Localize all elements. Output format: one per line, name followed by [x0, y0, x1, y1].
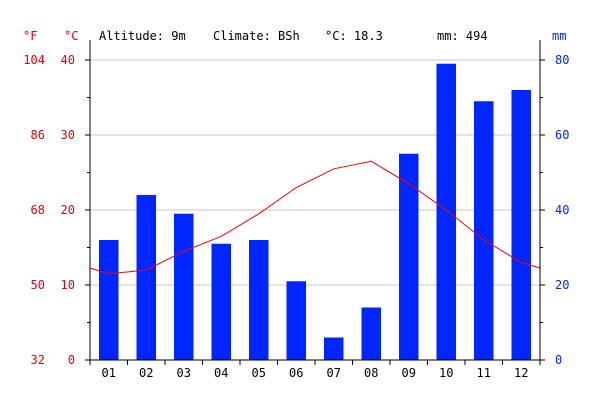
mm-axis-label: mm	[552, 29, 566, 43]
mm-tick-label: 40	[555, 203, 569, 217]
month-label: 06	[289, 366, 303, 380]
precip-bar	[361, 307, 381, 360]
month-label: 10	[439, 366, 453, 380]
month-label: 05	[252, 366, 266, 380]
month-label: 07	[327, 366, 341, 380]
month-label: 01	[102, 366, 116, 380]
month-label: 09	[402, 366, 416, 380]
precip-bar	[174, 213, 194, 360]
precip-bar	[286, 281, 306, 360]
celsius-tick-label: 20	[61, 203, 75, 217]
mm-tick-label: 0	[555, 353, 562, 367]
mm-tick-label: 80	[555, 53, 569, 67]
month-label: 03	[177, 366, 191, 380]
month-label: 12	[514, 366, 528, 380]
precip-bar	[511, 90, 531, 360]
fahrenheit-tick-label: 104	[23, 53, 45, 67]
precip-bar	[399, 153, 419, 360]
celsius-axis-label: °C	[64, 29, 78, 43]
celsius-tick-label: 40	[61, 53, 75, 67]
precip-bar	[99, 240, 119, 360]
mm-tick-label: 20	[555, 278, 569, 292]
left-axis-ticks: 0 32 10 50 20 68 30 86 40 104	[23, 53, 90, 367]
month-label: 08	[364, 366, 378, 380]
mm-tick-label: 60	[555, 128, 569, 142]
axes	[89, 40, 541, 365]
celsius-tick-label: 30	[61, 128, 75, 142]
mean-temp-text: °C: 18.3	[325, 29, 383, 43]
month-label: 04	[214, 366, 228, 380]
precipitation-bars	[99, 63, 531, 360]
precip-bar	[324, 337, 344, 360]
precip-bar	[136, 195, 156, 360]
altitude-text: Altitude: 9m	[99, 29, 186, 43]
celsius-tick-label: 0	[68, 353, 75, 367]
climate-text: Climate: BSh	[213, 29, 300, 43]
fahrenheit-tick-label: 50	[31, 278, 45, 292]
precip-bar	[249, 240, 269, 360]
fahrenheit-tick-label: 32	[31, 353, 45, 367]
right-axis-ticks: 0 20 40 60 80	[540, 53, 569, 367]
grid-lines	[90, 59, 540, 286]
precip-bar	[211, 243, 231, 360]
precip-bar	[474, 101, 494, 360]
fahrenheit-tick-label: 86	[31, 128, 45, 142]
temperature-line	[89, 160, 541, 275]
fahrenheit-axis-label: °F	[23, 29, 37, 43]
fahrenheit-tick-label: 68	[31, 203, 45, 217]
x-axis-ticks: 01 02 03 04 05 06 07 08 09 10 11 12	[89, 360, 541, 380]
month-label: 11	[477, 366, 491, 380]
celsius-tick-label: 10	[61, 278, 75, 292]
month-label: 02	[139, 366, 153, 380]
precip-bar	[436, 63, 456, 360]
precip-total-text: mm: 494	[437, 29, 488, 43]
